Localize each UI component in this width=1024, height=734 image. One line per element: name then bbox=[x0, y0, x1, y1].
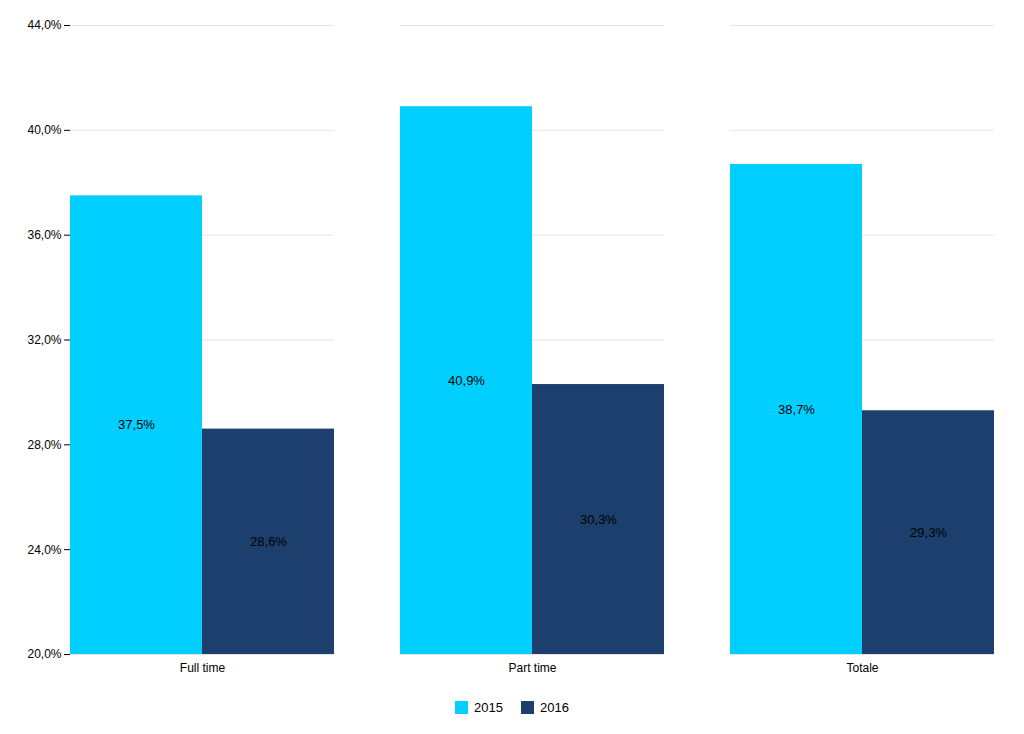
html-text:2015: 2015 bbox=[474, 700, 503, 715]
svg-text:29,3%: 29,3% bbox=[910, 525, 947, 540]
svg-text:20,0%: 20,0% bbox=[27, 647, 61, 661]
svg-text:44,0%: 44,0% bbox=[27, 18, 61, 32]
svg-text:38,7%: 38,7% bbox=[778, 402, 815, 417]
svg-text:40,9%: 40,9% bbox=[448, 373, 485, 388]
svg-text:Full time: Full time bbox=[180, 661, 226, 675]
svg-text:37,5%: 37,5% bbox=[118, 417, 155, 432]
svg-text:24,0%: 24,0% bbox=[27, 543, 61, 557]
svg-text:30,3%: 30,3% bbox=[580, 512, 617, 527]
svg-text:Totale: Totale bbox=[846, 661, 878, 675]
html-text:2016: 2016 bbox=[540, 700, 569, 715]
svg-text:28,0%: 28,0% bbox=[27, 438, 61, 452]
svg-text:32,0%: 32,0% bbox=[27, 333, 61, 347]
svg-text:Part time: Part time bbox=[508, 661, 556, 675]
svg-text:40,0%: 40,0% bbox=[27, 123, 61, 137]
svg-text:28,6%: 28,6% bbox=[250, 534, 287, 549]
svg-text:36,0%: 36,0% bbox=[27, 228, 61, 242]
